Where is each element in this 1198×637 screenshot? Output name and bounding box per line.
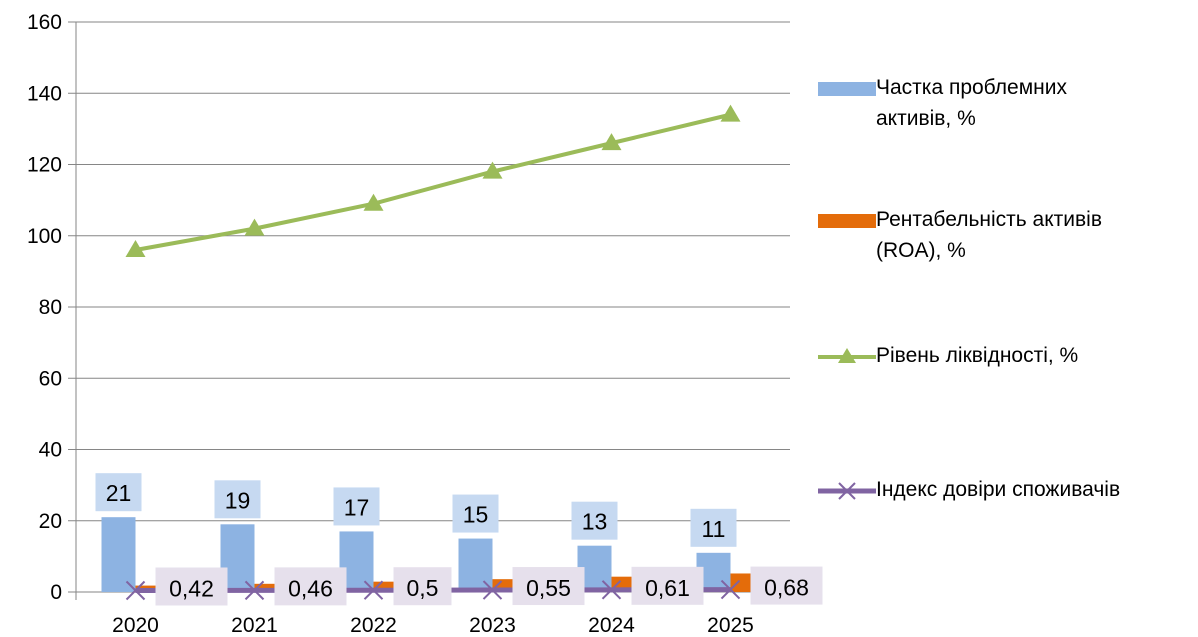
point-data-label: 0,61 <box>631 566 704 605</box>
point-marker <box>363 193 384 211</box>
legend-label-line2: (ROA), % <box>876 239 966 262</box>
bar-label-text: 17 <box>344 494 370 520</box>
point-label-box <box>393 567 452 606</box>
legend-key-line-x <box>818 478 876 504</box>
point-label-text: 0,55 <box>526 575 571 601</box>
legend-item-roa: Рентабельність активів (ROA), % <box>818 208 1196 266</box>
bar-label-box <box>571 501 618 540</box>
legend-label-line2: активів, % <box>876 107 976 130</box>
bar-label-text: 11 <box>702 516 726 542</box>
legend-label-line1: Індекс довіри споживачів <box>876 478 1121 501</box>
point-data-label: 0,55 <box>512 567 585 606</box>
point-data-label: 0,68 <box>750 566 823 605</box>
legend-label-line1: Рівень ліквідності, % <box>876 344 1079 367</box>
point-label-text: 0,46 <box>288 575 333 601</box>
bar-data-label: 11 <box>690 508 737 547</box>
point-label-text: 0,61 <box>645 575 690 601</box>
bar-label-text: 13 <box>582 509 608 535</box>
point-data-label: 0,46 <box>274 567 347 606</box>
point-label-box <box>155 567 228 606</box>
marker-stroke <box>244 580 265 601</box>
y-tick-label: 120 <box>27 154 62 177</box>
point-data-label: 0,42 <box>155 567 228 606</box>
y-tick-label: 0 <box>50 581 62 604</box>
bar-label-box <box>690 508 737 547</box>
x-tick-label: 2020 <box>112 614 159 637</box>
point-marker <box>125 240 146 257</box>
x-tick-label: 2023 <box>469 614 516 637</box>
point-label-box <box>274 567 347 606</box>
series-line <box>135 112 731 252</box>
point-label-text: 0,68 <box>764 575 809 601</box>
point-marker <box>720 579 741 600</box>
marker-stroke <box>601 580 622 600</box>
point-marker <box>601 133 622 151</box>
x-tick-label: 2024 <box>588 614 635 637</box>
data-labels: 21 19 17 15 13 11 0,42 0,46 0,5 0,55 0,61 0,68 <box>95 473 823 606</box>
point-label-text: 0,5 <box>407 575 439 601</box>
bar-label-text: 21 <box>106 480 132 506</box>
legend-item-liquidity: Рівень ліквідності, % <box>818 344 1196 371</box>
point-label-box <box>750 566 823 605</box>
bar-label-text: 19 <box>225 487 251 513</box>
x-tick-label: 2021 <box>231 614 278 637</box>
bar-label-box <box>95 473 142 512</box>
point-label-text: 0,42 <box>169 576 214 602</box>
y-tick-label: 60 <box>39 367 62 390</box>
legend-label-line1: Рентабельність активів <box>876 208 1102 231</box>
marker-stroke <box>125 580 146 601</box>
y-tick-label: 160 <box>27 11 62 34</box>
marker-stroke <box>363 580 384 600</box>
bar-data-label: 17 <box>333 487 380 526</box>
bar-data-label: 13 <box>571 501 618 540</box>
legend-key-bar-orange <box>818 208 876 234</box>
line-series <box>125 104 741 601</box>
point-marker <box>482 161 503 179</box>
gridlines <box>68 21 791 600</box>
bar <box>373 581 408 592</box>
x-tick-label: 2022 <box>350 614 397 637</box>
bar-data-label: 19 <box>214 480 261 519</box>
legend: Частка проблемних активів, % Рентабельні… <box>818 0 1198 637</box>
bar-data-label: 15 <box>452 494 499 533</box>
legend-label-line1: Частка проблемних <box>876 76 1067 99</box>
point-data-label: 0,5 <box>393 567 452 606</box>
marker-stroke <box>720 579 741 600</box>
y-tick-label: 40 <box>39 439 62 462</box>
point-marker <box>363 580 384 600</box>
point-marker <box>244 580 265 601</box>
bar-label-box <box>214 480 261 519</box>
y-tick-label: 140 <box>27 82 62 105</box>
marker-stroke <box>482 580 503 600</box>
legend-item-consumer-trust: Індекс довіри споживачів <box>818 478 1196 505</box>
point-marker <box>720 104 741 122</box>
bar <box>101 517 136 592</box>
x-axis-ticks: 2020 2021 2022 2023 2024 2025 <box>112 614 754 637</box>
bar-label-box <box>333 487 380 526</box>
point-label-box <box>512 567 585 606</box>
legend-key-line-triangle <box>818 344 876 370</box>
x-tick-label: 2025 <box>707 614 754 637</box>
y-tick-label: 100 <box>27 225 62 248</box>
y-tick-label: 20 <box>39 510 62 533</box>
bar-label-box <box>452 494 499 533</box>
point-label-box <box>631 566 704 605</box>
bar-label-text: 15 <box>463 502 489 528</box>
point-marker <box>244 218 265 236</box>
legend-key-bar-blue <box>818 76 876 102</box>
point-marker <box>482 580 503 600</box>
y-axis-ticks: 0 20 40 60 80 100 120 140 160 <box>27 11 62 604</box>
point-marker <box>601 580 622 600</box>
bar-data-label: 21 <box>95 473 142 512</box>
point-marker <box>125 580 146 601</box>
legend-item-problem-assets: Частка проблемних активів, % <box>818 76 1196 134</box>
y-tick-label: 80 <box>39 296 62 319</box>
